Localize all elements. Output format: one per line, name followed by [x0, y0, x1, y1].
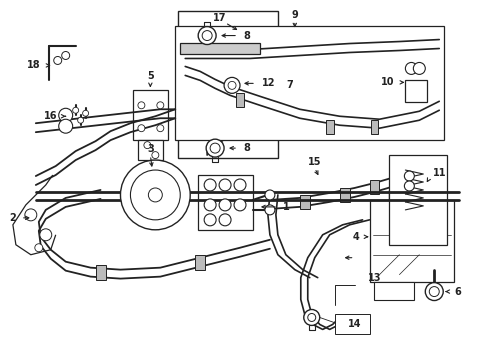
Bar — [95, 265, 105, 280]
Bar — [370, 120, 378, 134]
Text: 17: 17 — [213, 13, 226, 23]
Circle shape — [264, 190, 274, 200]
Circle shape — [428, 287, 438, 297]
Circle shape — [54, 57, 61, 64]
Bar — [178, 11, 277, 158]
Circle shape — [404, 171, 413, 181]
Circle shape — [35, 244, 42, 252]
Text: 5: 5 — [147, 71, 153, 81]
Text: 1: 1 — [282, 202, 289, 212]
Text: 9: 9 — [291, 10, 298, 20]
Bar — [339, 188, 349, 202]
Circle shape — [412, 62, 425, 75]
Bar — [236, 93, 244, 107]
Circle shape — [219, 199, 230, 211]
Bar — [388, 155, 447, 245]
Circle shape — [40, 229, 52, 241]
Circle shape — [143, 141, 151, 149]
Text: 15: 15 — [307, 157, 321, 167]
Bar — [198, 175, 252, 230]
Text: 14: 14 — [347, 319, 360, 329]
Circle shape — [425, 283, 442, 301]
Circle shape — [219, 179, 230, 191]
Bar — [138, 140, 163, 160]
Bar — [133, 90, 168, 140]
Circle shape — [73, 107, 79, 113]
Circle shape — [227, 81, 236, 89]
Circle shape — [78, 117, 83, 123]
Circle shape — [152, 152, 159, 159]
Bar — [374, 282, 413, 300]
Circle shape — [120, 160, 190, 230]
Bar — [299, 195, 309, 209]
Circle shape — [82, 110, 88, 116]
Text: 2: 2 — [9, 213, 16, 223]
Circle shape — [59, 119, 73, 133]
Text: 6: 6 — [453, 287, 460, 297]
Bar — [369, 200, 453, 282]
Circle shape — [210, 143, 220, 153]
Circle shape — [25, 209, 37, 221]
Bar — [405, 80, 427, 102]
Circle shape — [234, 179, 245, 191]
Text: 3: 3 — [147, 144, 153, 154]
Circle shape — [234, 199, 245, 211]
Bar — [369, 180, 379, 194]
Text: 4: 4 — [352, 232, 359, 242]
Circle shape — [157, 125, 163, 132]
Circle shape — [198, 27, 216, 45]
Circle shape — [307, 314, 315, 321]
Bar — [180, 42, 260, 54]
Text: 11: 11 — [432, 168, 446, 178]
Circle shape — [404, 181, 413, 191]
Circle shape — [219, 214, 230, 226]
Circle shape — [206, 139, 224, 157]
Text: 16: 16 — [44, 111, 58, 121]
Bar — [175, 26, 443, 140]
Circle shape — [148, 188, 162, 202]
Circle shape — [203, 214, 216, 226]
Text: 8: 8 — [243, 31, 249, 41]
Text: 7: 7 — [286, 80, 293, 90]
Circle shape — [405, 62, 416, 75]
Text: 13: 13 — [367, 273, 380, 283]
Circle shape — [203, 179, 216, 191]
Circle shape — [203, 199, 216, 211]
Circle shape — [264, 205, 274, 215]
Bar — [325, 120, 333, 134]
Text: 18: 18 — [27, 60, 41, 71]
Circle shape — [130, 170, 180, 220]
Bar — [334, 315, 369, 334]
Circle shape — [61, 51, 69, 59]
Circle shape — [157, 102, 163, 109]
Text: 10: 10 — [380, 77, 394, 87]
Circle shape — [202, 31, 212, 41]
Circle shape — [138, 102, 144, 109]
Text: 8: 8 — [243, 143, 249, 153]
Text: 12: 12 — [262, 78, 275, 88]
Circle shape — [224, 77, 240, 93]
Circle shape — [59, 108, 73, 122]
Bar — [195, 255, 205, 270]
Circle shape — [303, 310, 319, 325]
Circle shape — [138, 125, 144, 132]
